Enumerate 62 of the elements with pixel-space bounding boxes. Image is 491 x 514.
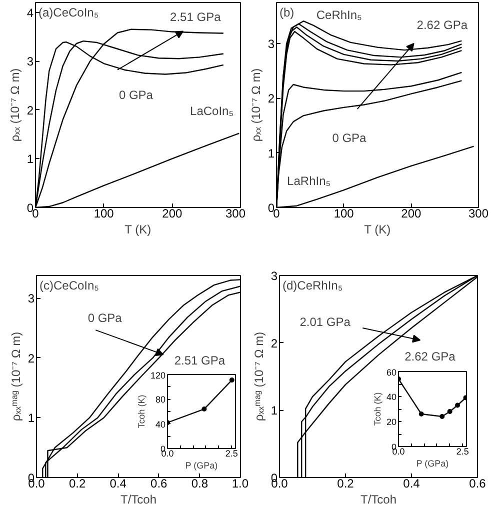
y-axis-title: ρₓₓ (10⁻⁷ Ω m) bbox=[8, 68, 22, 142]
y-tick-label: 2 bbox=[268, 92, 275, 106]
y-tick-label: 1 bbox=[26, 152, 34, 166]
y-tick-label: 1 bbox=[270, 404, 278, 418]
x-tick-label: 300 bbox=[225, 206, 246, 220]
x-axis-title: T/Tcoh bbox=[120, 492, 157, 506]
y-tick-label: 2 bbox=[26, 103, 34, 118]
y-axis-title: Tcoh (K) bbox=[136, 394, 146, 428]
x-tick-label: 200 bbox=[162, 206, 183, 220]
y-tick-label: 3 bbox=[268, 37, 275, 51]
chart-title: (a)CeCoIn₅ bbox=[38, 6, 99, 20]
annotation: 2.51 GPa bbox=[174, 353, 226, 368]
x-tick-label: 200 bbox=[401, 206, 422, 220]
y-tick-label: 20 bbox=[386, 417, 397, 427]
x-tick-label: 2.5 bbox=[456, 446, 469, 456]
y-axis-title: ρₓₓ (10⁻⁷ Ω m) bbox=[248, 68, 263, 142]
y-tick-label: 3 bbox=[26, 54, 34, 69]
annotation: 2.62 GPa bbox=[404, 349, 456, 364]
y-axis-title: ρₓₓᵐᵃᵍ (10⁻⁷ Ω m) bbox=[252, 332, 266, 422]
y-tick-label: 4 bbox=[26, 6, 34, 20]
x-tick-label: 0.2 bbox=[337, 476, 354, 490]
annotation: 0 GPa bbox=[118, 88, 154, 102]
annotation: CeRhIn₅ bbox=[316, 8, 362, 22]
x-axis-title: P (GPa) bbox=[185, 460, 218, 470]
annotation: 2.51 GPa bbox=[170, 10, 222, 24]
x-tick-label: 100 bbox=[334, 206, 354, 220]
y-axis-title: Tcoh (K) bbox=[372, 392, 382, 426]
x-axis-title: T/Tcoh bbox=[360, 492, 397, 506]
y-tick-label: 80 bbox=[155, 394, 166, 405]
chart-title: (c)CeCoIn₅ bbox=[40, 278, 100, 292]
x-tick-label: 0.4 bbox=[403, 476, 420, 490]
annotation: 0 GPa bbox=[332, 130, 367, 145]
chart-title: (d)CeRhIn₅ bbox=[282, 278, 343, 292]
annotation: 2.62 GPa bbox=[416, 18, 468, 32]
x-axis-title: T (K) bbox=[124, 222, 152, 236]
y-tick-label: 2 bbox=[28, 351, 35, 366]
annotation: LaRhIn₅ bbox=[287, 174, 331, 188]
x-axis-title: P (GPa) bbox=[416, 458, 449, 468]
x-tick-label: 1.0 bbox=[232, 476, 249, 490]
y-tick-label: 120 bbox=[150, 370, 166, 380]
y-tick-label: 3 bbox=[28, 292, 35, 306]
x-tick-label: 2.5 bbox=[225, 448, 238, 458]
x-tick-label: 0.4 bbox=[110, 476, 127, 490]
x-tick-label: 0.8 bbox=[191, 476, 208, 490]
y-tick-label: 1 bbox=[268, 146, 275, 160]
annotation: LaCoIn₅ bbox=[190, 104, 234, 118]
x-tick-label: 0.2 bbox=[68, 476, 86, 490]
annotation: 0 GPa bbox=[88, 310, 122, 325]
x-tick-label: 300 bbox=[468, 206, 489, 220]
x-axis-title: T (K) bbox=[364, 222, 391, 236]
x-tick-label: 100 bbox=[94, 206, 114, 220]
y-tick-label: 3 bbox=[270, 269, 278, 283]
y-tick-label: 60 bbox=[386, 368, 397, 378]
annotation: 2.01 GPa bbox=[300, 314, 351, 329]
y-tick-label: 40 bbox=[386, 392, 397, 402]
y-tick-label: 2 bbox=[270, 336, 278, 350]
y-tick-label: 1 bbox=[28, 411, 35, 426]
x-tick-label: 0.6 bbox=[469, 476, 486, 490]
y-tick-label: 40 bbox=[155, 419, 166, 430]
chart-title: (b) bbox=[280, 6, 294, 20]
y-axis-title: ρₓₓᵐᵃᵍ (10⁻⁷ Ω m) bbox=[8, 332, 23, 422]
x-tick-label: 0.6 bbox=[150, 476, 168, 490]
